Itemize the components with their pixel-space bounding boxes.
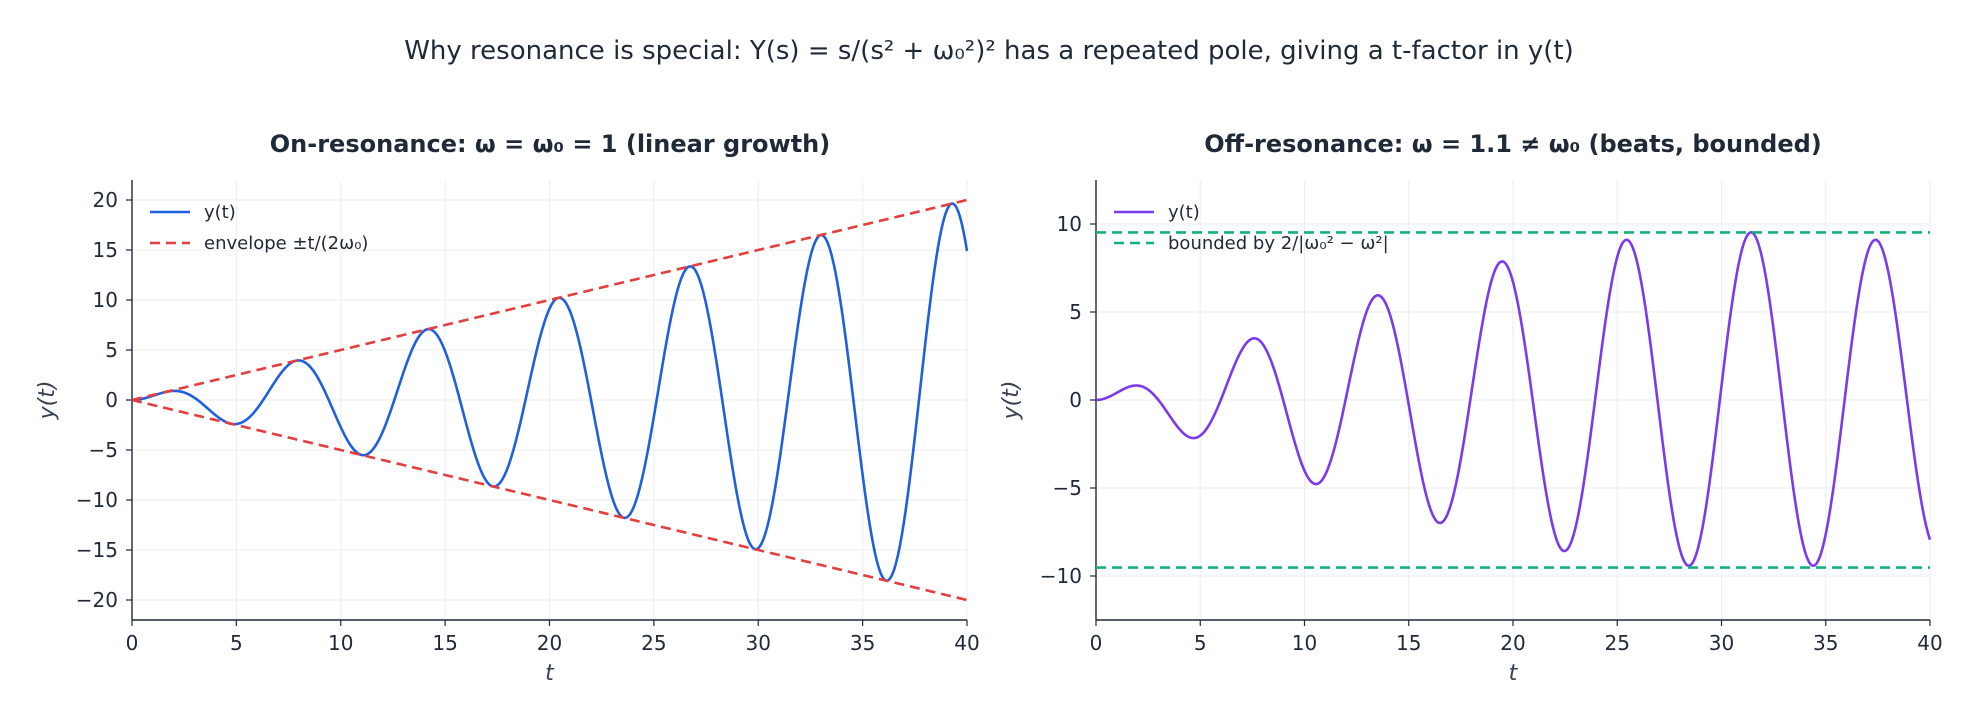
chart-1-y-tick-label: −5 xyxy=(89,438,118,462)
chart-2-x-tick-label: 10 xyxy=(1292,631,1317,655)
chart-2-legend-label-2: bounded by 2/|ω₀² − ω²| xyxy=(1168,233,1389,254)
chart-2-y-tick-label: −10 xyxy=(1040,564,1082,588)
chart-2-legend-label-y: y(t) xyxy=(1168,202,1200,223)
chart-2-y-axis-label: y(t) xyxy=(999,381,1024,421)
chart-1-y-tick-label: 15 xyxy=(93,238,118,262)
chart-1-x-tick-label: 5 xyxy=(230,631,243,655)
chart-1-x-axis-label: t xyxy=(545,661,555,686)
chart-1-legend-label-2: envelope ±t/(2ω₀) xyxy=(204,233,368,254)
chart-2-y-tick-label: 10 xyxy=(1057,212,1082,236)
chart-1-x-tick-label: 30 xyxy=(746,631,771,655)
chart-1-x-tick-label: 20 xyxy=(537,631,562,655)
chart-2-y-tick-label: −5 xyxy=(1053,476,1082,500)
chart-1-x-tick-label: 0 xyxy=(126,631,139,655)
chart-2-x-tick-label: 35 xyxy=(1813,631,1838,655)
figure-title: Why resonance is special: Y(s) = s/(s² +… xyxy=(404,36,1574,66)
chart-2-x-tick-label: 20 xyxy=(1500,631,1525,655)
chart-1-y-tick-label: 10 xyxy=(93,288,118,312)
chart-1-y-tick-label: 5 xyxy=(105,338,118,362)
chart-2-y-tick-label: 5 xyxy=(1069,300,1082,324)
chart-2-x-tick-label: 0 xyxy=(1090,631,1103,655)
chart-2-y-tick-label: 0 xyxy=(1069,388,1082,412)
chart-2-series-y-line xyxy=(1095,231,1932,568)
chart-1-y-tick-label: −20 xyxy=(76,588,118,612)
chart-1-y-tick-label: −10 xyxy=(76,488,118,512)
chart-1-x-tick-label: 35 xyxy=(850,631,875,655)
chart-2-x-tick-label: 15 xyxy=(1396,631,1421,655)
chart-2-x-axis-label: t xyxy=(1509,661,1519,686)
chart-1-y-axis-label: y(t) xyxy=(35,381,60,421)
chart-1-x-tick-label: 15 xyxy=(432,631,457,655)
chart-1-y-tick-label: 20 xyxy=(93,188,118,212)
chart-1-x-tick-label: 25 xyxy=(641,631,666,655)
chart-2-x-tick-label: 25 xyxy=(1605,631,1630,655)
chart-1-series-y-line xyxy=(131,202,969,582)
chart-2-x-tick-label: 30 xyxy=(1709,631,1734,655)
chart-1-x-tick-label: 10 xyxy=(328,631,353,655)
chart-1-y-tick-label: −15 xyxy=(76,538,118,562)
chart-2-x-tick-label: 40 xyxy=(1917,631,1942,655)
chart-2-x-tick-label: 5 xyxy=(1194,631,1207,655)
chart-1-x-tick-label: 40 xyxy=(954,631,979,655)
chart-1-legend-label-y: y(t) xyxy=(204,202,236,223)
chart-2-title: Off-resonance: ω = 1.1 ≠ ω₀ (beats, boun… xyxy=(1204,130,1822,158)
chart-1-y-tick-label: 0 xyxy=(105,388,118,412)
chart-1-title: On-resonance: ω = ω₀ = 1 (linear growth) xyxy=(270,130,830,158)
